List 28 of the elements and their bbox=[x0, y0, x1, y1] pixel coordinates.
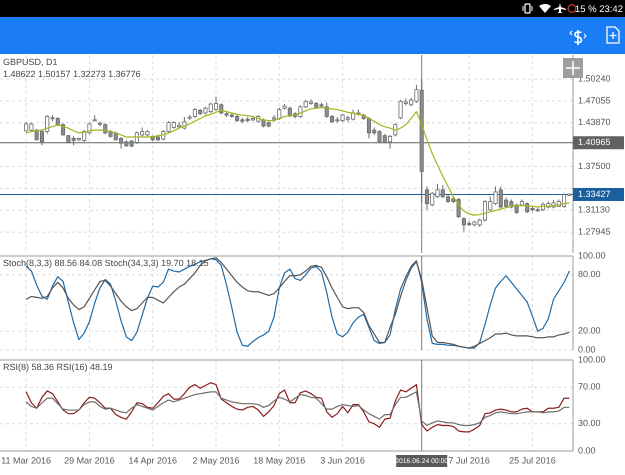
x-tick-label: 25 Jul 2016 bbox=[509, 455, 556, 466]
y-tick-label: 1.47055 bbox=[578, 95, 611, 106]
y-tick-label: 1.43870 bbox=[578, 117, 611, 128]
y-tick-label: 0.00 bbox=[578, 445, 596, 456]
x-tick-label: 29 Mar 2016 bbox=[64, 455, 115, 466]
y-tick-label: 0.00 bbox=[578, 344, 596, 354]
x-tick-label: 18 May 2016 bbox=[253, 455, 306, 466]
x-tick-label: 2 May 2016 bbox=[192, 455, 240, 466]
text: 1.48622 1.50157 1.32273 1.36776 bbox=[3, 69, 141, 79]
y-tick-label: 20.00 bbox=[578, 326, 601, 336]
y-tick-label: 1.31130 bbox=[578, 204, 610, 215]
y-tick-label: 1.27945 bbox=[578, 226, 611, 236]
y-tick-label: 1.37500 bbox=[578, 160, 611, 171]
y-tick-label: 30.00 bbox=[578, 418, 601, 428]
x-tick-label: 3 Jun 2016 bbox=[320, 455, 365, 466]
y-tick-label: 70.00 bbox=[578, 382, 601, 392]
ref-line-label: 1.33427 bbox=[578, 188, 611, 199]
x-tick-label: 14 Apr 2016 bbox=[128, 455, 177, 466]
x-tick-label: 7 Jul 2016 bbox=[448, 455, 490, 466]
y-tick-label: 80.00 bbox=[578, 269, 601, 280]
x-tick-label: 11 Mar 2016 bbox=[1, 455, 52, 466]
y-tick-label: 100.00 bbox=[578, 354, 606, 364]
ref-line-label: 1.40965 bbox=[578, 137, 611, 148]
chart-title: RSI(8) 58.36 RSI(16) 48.19 bbox=[3, 362, 113, 372]
chart-title: GBPUSD, D1 bbox=[3, 57, 58, 67]
y-tick-label: 1.50240 bbox=[578, 73, 611, 84]
y-tick-label: 100.00 bbox=[578, 250, 606, 260]
text: 15 % 23:42 bbox=[574, 4, 623, 15]
